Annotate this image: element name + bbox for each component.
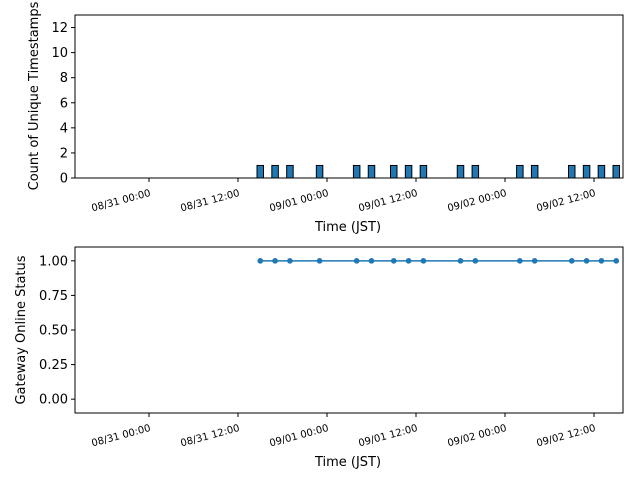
y-tick-label: 12 (51, 21, 68, 36)
y-tick-label: 10 (51, 46, 68, 61)
data-point (316, 258, 323, 264)
data-point (420, 258, 427, 264)
data-point (568, 258, 575, 264)
timestamp-count-y-ticks: 0 2 4 6 8 10 12 (51, 21, 75, 187)
y-tick-label: 0.00 (39, 393, 68, 408)
bar (352, 164, 361, 179)
data-point (531, 258, 538, 264)
data-point (405, 258, 412, 264)
bar (256, 164, 264, 179)
data-point (598, 258, 605, 264)
data-point (517, 258, 523, 264)
timestamp-count-x-axis-label: Time (JST) (314, 220, 381, 235)
bar (530, 164, 539, 179)
bar (286, 164, 294, 179)
bar (367, 164, 376, 179)
bar (568, 164, 576, 179)
y-tick-label: 0.75 (39, 289, 68, 304)
data-point (257, 258, 264, 264)
data-point (353, 258, 360, 264)
data-point (472, 258, 479, 264)
y-tick-label: 2 (60, 146, 68, 161)
y-tick-label: 0.25 (39, 358, 68, 373)
y-tick-label: 1.00 (39, 254, 68, 269)
bar (516, 164, 524, 179)
data-point (583, 258, 590, 264)
bar (471, 164, 480, 179)
bar (271, 164, 279, 179)
bar (404, 164, 413, 179)
gateway-status-y-ticks: 0.00 0.25 0.50 0.75 1.00 (39, 254, 75, 408)
bar (582, 164, 591, 179)
data-point (457, 258, 464, 264)
bar (597, 164, 606, 179)
y-tick-label: 0 (60, 172, 68, 187)
timestamp-count-y-axis-label: Count of Unique Timestamps (27, 1, 42, 190)
timestamp-count-plot-frame (74, 14, 624, 179)
data-point (390, 258, 397, 264)
bar (456, 164, 465, 179)
y-tick-label: 4 (60, 121, 68, 136)
data-point (368, 258, 375, 264)
data-point (272, 258, 278, 264)
bar (315, 164, 324, 179)
bar (612, 164, 620, 179)
y-tick-label: 0.50 (39, 324, 68, 339)
gateway-status-x-axis-label: Time (JST) (314, 455, 381, 470)
bar (390, 164, 398, 179)
y-tick-label: 8 (60, 71, 68, 86)
y-tick-label: 6 (60, 96, 68, 111)
gateway-status-y-axis-label: Gateway Online Status (14, 255, 29, 404)
gateway-status-line (257, 258, 620, 264)
bar (419, 164, 428, 179)
data-point (287, 258, 293, 264)
data-point (613, 258, 620, 264)
